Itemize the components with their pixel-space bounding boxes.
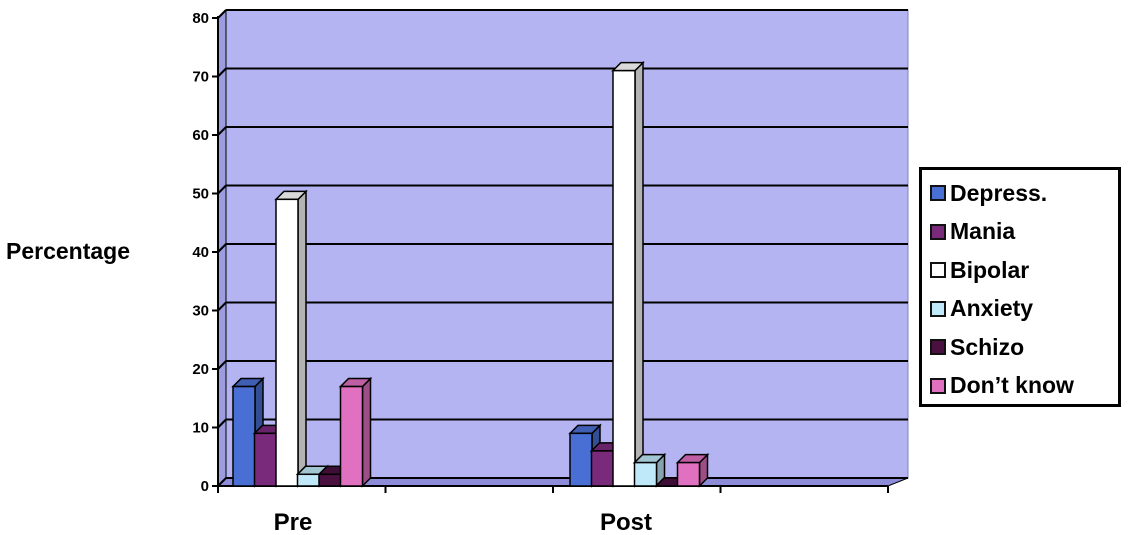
bar-front [339,385,364,487]
legend-swatch [930,262,946,279]
legend-swatch [930,377,946,394]
bar-front [253,432,278,487]
bar-side [297,189,307,488]
bar-bipolar-pre [274,189,308,488]
legend-label: Anxiety [950,295,1034,322]
bar-front [569,432,593,487]
legend-swatch [930,185,946,202]
y-axis-label: Percentage [6,238,131,264]
gridline-side [217,126,227,136]
x-category-label: Pre [274,509,313,535]
legend-item: Mania [930,213,1118,252]
bar-front [676,461,701,487]
legend-item: Schizo [930,328,1118,367]
y-tick-label: 10 [192,420,209,437]
gridline-side [217,418,227,429]
gridline-side [217,9,227,19]
gridline-side [217,301,227,312]
legend-label: Mania [950,218,1016,245]
legend-item: Depress. [930,174,1118,213]
y-tick-label: 80 [192,10,209,27]
y-tick-label: 70 [192,69,209,86]
bar-front [612,69,636,487]
bar-don-t-know-pre [338,376,373,488]
chart-marks [231,60,710,488]
chart-labels: 0 10 20 30 40 50 60 70 80 Pre Post [192,10,652,535]
x-category-label: Post [600,509,652,535]
plot-area [212,8,909,493]
gridline-side [217,184,227,195]
legend-label: Depress. [950,179,1048,206]
bar-front [296,473,321,487]
bar-front [318,473,342,487]
legend-swatch [930,339,946,356]
y-tick-label: 50 [192,186,209,203]
y-tick-label: 40 [192,244,209,261]
y-tick-label: 60 [192,127,209,144]
legend-label: Bipolar [950,256,1030,283]
gridline-side [217,477,227,487]
bar-side [361,376,372,488]
y-tick-label: 20 [192,361,209,378]
legend-item: Bipolar [930,251,1118,290]
bar-side [634,60,644,488]
legend-label: Don’t know [950,372,1074,399]
legend-swatch [930,223,946,240]
bar-front [633,461,658,487]
chart-legend: Depress. Mania Bipolar Anxiety Schizo Don’t k… [919,167,1121,407]
legend-item: Don’t know [930,367,1118,406]
gridline-side [217,360,227,370]
y-tick-label: 0 [201,478,209,495]
legend-item: Anxiety [930,290,1118,329]
bar-don-t-know-post [675,452,710,488]
legend-swatch [930,300,946,317]
bar-anxiety-post [632,452,667,488]
gridline-side [217,67,227,78]
bar-bipolar-post [611,60,645,488]
gridline-side [217,243,227,253]
bar-front [275,198,299,487]
bar-front [590,450,615,487]
bar-front [232,385,256,487]
y-tick-label: 30 [192,303,209,320]
legend-label: Schizo [950,333,1025,360]
